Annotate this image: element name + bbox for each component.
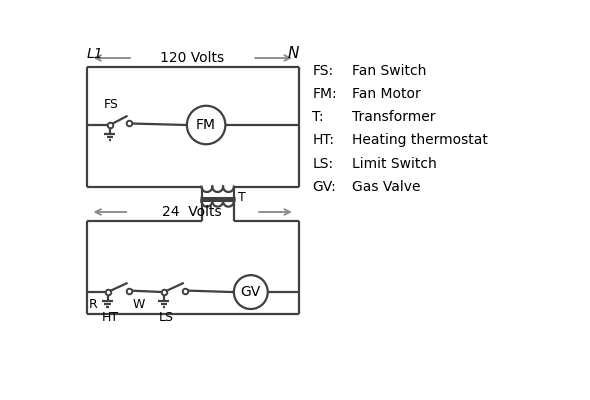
Text: Limit Switch: Limit Switch	[352, 156, 437, 170]
Text: HT:: HT:	[312, 134, 335, 148]
Text: R: R	[88, 298, 97, 311]
Text: N: N	[287, 46, 299, 61]
Text: Transformer: Transformer	[352, 110, 436, 124]
Text: W: W	[132, 298, 145, 311]
Text: Gas Valve: Gas Valve	[352, 180, 421, 194]
Text: FM: FM	[196, 118, 216, 132]
Text: Heating thermostat: Heating thermostat	[352, 134, 489, 148]
Text: LS:: LS:	[312, 156, 333, 170]
Text: HT: HT	[101, 310, 119, 324]
Text: L1: L1	[87, 47, 103, 61]
Text: 120 Volts: 120 Volts	[160, 51, 224, 65]
Text: GV: GV	[241, 285, 261, 299]
Text: 24  Volts: 24 Volts	[162, 205, 222, 219]
Text: GV:: GV:	[312, 180, 336, 194]
Text: Fan Motor: Fan Motor	[352, 87, 421, 101]
Text: FM:: FM:	[312, 87, 337, 101]
Text: FS:: FS:	[312, 64, 333, 78]
Text: T: T	[238, 191, 245, 204]
Text: Fan Switch: Fan Switch	[352, 64, 427, 78]
Text: FS: FS	[104, 98, 119, 111]
Text: T:: T:	[312, 110, 324, 124]
Text: LS: LS	[159, 310, 173, 324]
